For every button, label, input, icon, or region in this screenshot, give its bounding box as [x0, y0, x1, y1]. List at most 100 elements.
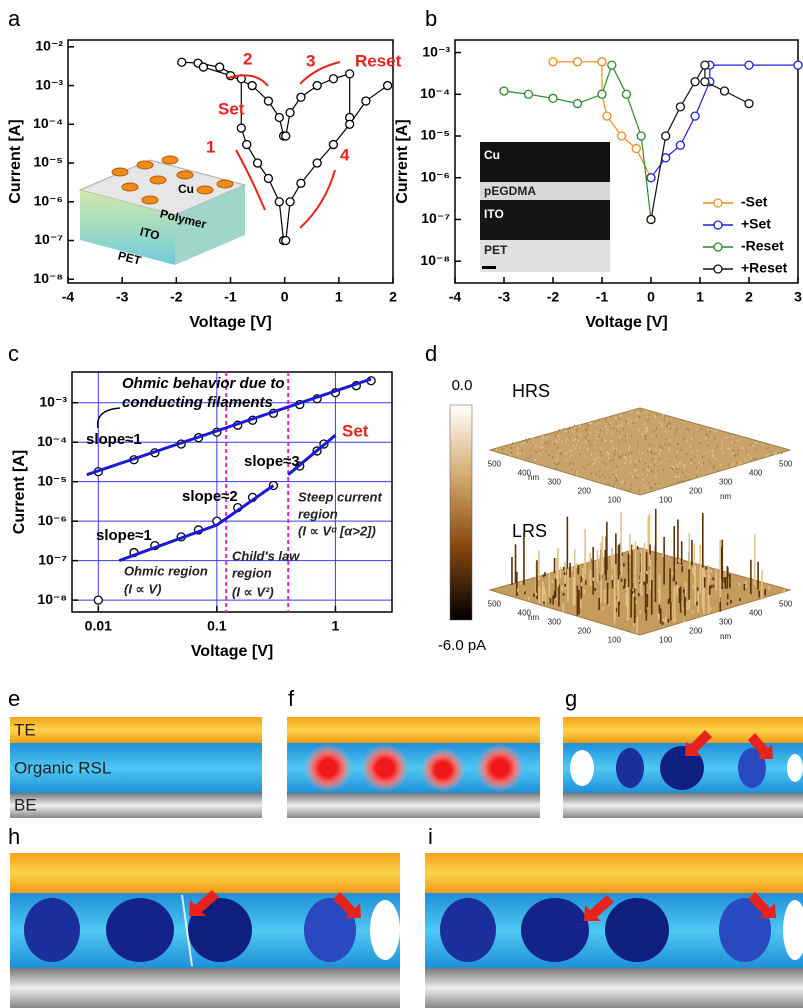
- y-tick-label: 10⁻⁶: [38, 512, 67, 528]
- x-tick-label: -4: [62, 289, 75, 305]
- afm-unit: nm: [720, 632, 731, 641]
- x-tick-label: 3: [794, 289, 802, 305]
- annotation: slope≈1: [86, 431, 142, 448]
- data-point: [500, 87, 508, 95]
- data-point: [286, 198, 294, 206]
- annotation: 1: [206, 137, 215, 156]
- annotation: (I ∝ Vᵅ [α>2]): [298, 523, 376, 538]
- annotation: conducting filaments: [122, 394, 273, 411]
- data-point: [691, 78, 699, 86]
- afm-tick-label: 300: [548, 478, 562, 487]
- data-point: [275, 113, 283, 121]
- legend-swatch: [714, 221, 722, 229]
- legend-swatch: [714, 199, 722, 207]
- inset-label: Cu: [178, 182, 194, 196]
- tem-inset: Cu pEGDMA ITO PET: [480, 142, 610, 272]
- data-point: [362, 97, 370, 105]
- x-tick-label: 1: [696, 289, 704, 305]
- y-axis-title: Current [A]: [11, 450, 28, 534]
- data-point: [199, 63, 207, 71]
- data-point: [282, 132, 290, 140]
- image-label: LRS: [512, 521, 547, 541]
- y-tick-label: 10⁻³: [39, 393, 67, 409]
- y-tick-label: 10⁻⁸: [37, 591, 67, 607]
- x-axis-title: Voltage [V]: [189, 314, 271, 331]
- afm-unit: nm: [528, 613, 539, 622]
- y-tick-label: 10⁻⁸: [420, 252, 450, 268]
- data-point: [745, 100, 753, 108]
- colorbar-label: -6.0 pA: [438, 637, 486, 654]
- annotation: Set: [218, 99, 245, 118]
- annotation: slope≈2: [182, 488, 238, 505]
- data-point: [721, 87, 729, 95]
- annotation-arrow: [98, 408, 120, 428]
- afm-tick-label: 100: [659, 636, 673, 645]
- data-point: [297, 179, 305, 187]
- annotation: 2: [243, 49, 252, 68]
- data-point: [603, 112, 611, 120]
- afm-tick-label: 500: [488, 600, 502, 609]
- data-point: [691, 112, 699, 120]
- x-tick-label: 0.1: [207, 618, 227, 634]
- inset-label: Cu: [484, 148, 500, 162]
- y-tick-label: 10⁻²: [35, 38, 63, 54]
- data-point: [313, 82, 321, 90]
- data-point: [346, 70, 354, 78]
- schematic-f: [287, 717, 540, 818]
- data-point: [254, 159, 262, 167]
- afm-tick-label: 400: [749, 609, 763, 618]
- afm-tick-label: 200: [578, 627, 592, 636]
- afm-tick-label: 200: [578, 487, 592, 496]
- data-point: [549, 58, 557, 66]
- y-tick-label: 10⁻⁶: [421, 168, 450, 184]
- annotation: Steep current: [298, 489, 382, 504]
- data-point: [618, 132, 626, 140]
- x-tick-label: -1: [224, 289, 237, 305]
- y-tick-label: 10⁻⁵: [33, 154, 63, 170]
- layer-label: Organic RSL: [14, 758, 111, 777]
- y-tick-label: 10⁻⁷: [38, 551, 67, 567]
- y-tick-label: 10⁻³: [422, 43, 450, 59]
- legend-swatch: [714, 243, 722, 251]
- x-axis-title: Voltage [V]: [585, 314, 667, 331]
- x-tick-label: 2: [389, 289, 397, 305]
- layer-label: BE: [14, 795, 37, 814]
- image-label: HRS: [512, 381, 550, 401]
- afm-tick-label: 300: [719, 478, 733, 487]
- afm-tick-label: 300: [719, 618, 733, 627]
- data-point: [243, 141, 251, 149]
- colorbar: [450, 405, 472, 620]
- data-point: [282, 237, 290, 245]
- y-tick-label: 10⁻³: [35, 76, 63, 92]
- y-tick-label: 10⁻⁴: [420, 85, 450, 101]
- data-point: [676, 141, 684, 149]
- data-point: [297, 93, 305, 101]
- afm-unit: nm: [720, 492, 731, 501]
- afm-tick-label: 400: [749, 469, 763, 478]
- afm-tick-label: 200: [689, 627, 703, 636]
- annotation: region: [298, 506, 338, 521]
- data-point: [794, 61, 802, 69]
- x-tick-label: 2: [745, 289, 753, 305]
- afm-tick-label: 500: [779, 600, 793, 609]
- annotation: 3: [306, 51, 315, 70]
- legend-swatch: [714, 265, 722, 273]
- y-tick-label: 10⁻⁷: [34, 231, 63, 247]
- data-point: [525, 90, 533, 98]
- schematic-i: [425, 853, 803, 1008]
- data-point: [647, 215, 655, 223]
- data-point: [745, 61, 753, 69]
- schematic-h: [10, 853, 400, 1008]
- annotation: (I ∝ V²): [232, 584, 274, 599]
- x-tick-label: 0: [647, 289, 655, 305]
- inset-label: PET: [484, 243, 508, 257]
- afm-tick-label: 200: [689, 487, 703, 496]
- layer-label: TE: [14, 720, 36, 739]
- annotation: Set: [342, 421, 369, 440]
- data-point: [216, 63, 224, 71]
- legend-label: -Set: [741, 194, 768, 210]
- panel-label: a: [8, 6, 21, 31]
- y-tick-label: 10⁻⁶: [34, 192, 63, 208]
- data-point: [549, 94, 557, 102]
- x-tick-label: 1: [335, 289, 343, 305]
